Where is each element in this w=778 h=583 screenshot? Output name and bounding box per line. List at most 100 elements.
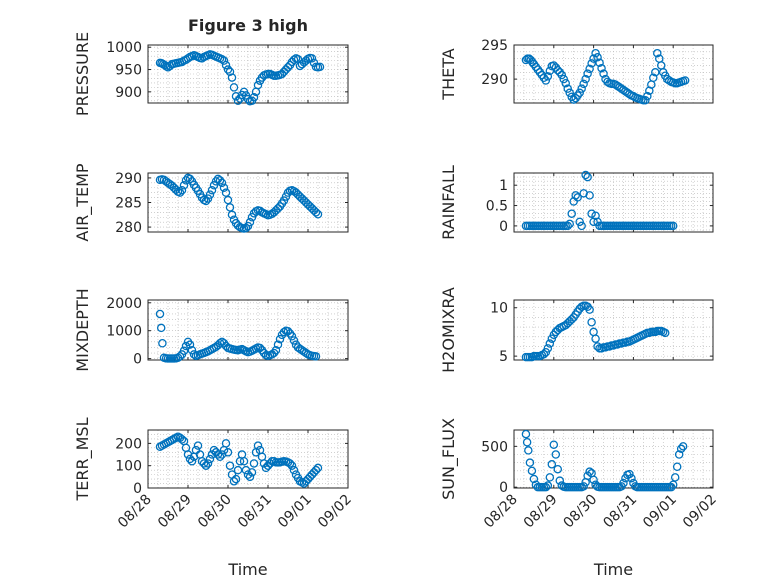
data-point bbox=[217, 178, 227, 188]
figure-title: Figure 3 high bbox=[188, 16, 308, 35]
data-point bbox=[201, 196, 211, 206]
data-point bbox=[313, 463, 323, 473]
x-tick-label: 08/28 bbox=[481, 492, 521, 532]
data-point bbox=[207, 185, 217, 195]
panel-sun-flux: 08/28 08/29 08/30 08/31 09/01 09/02 0 500 SUN_FL… bbox=[439, 418, 720, 579]
x-tick-label: 08/30 bbox=[561, 492, 601, 532]
data-point bbox=[539, 349, 549, 359]
y-tick-label: 280 bbox=[115, 220, 142, 236]
data-point bbox=[241, 223, 251, 233]
data-point bbox=[641, 96, 650, 105]
data-point bbox=[217, 55, 227, 64]
data-point bbox=[223, 65, 233, 74]
data-point bbox=[680, 76, 690, 85]
rainfall-grid bbox=[513, 172, 714, 232]
data-point bbox=[668, 221, 678, 231]
data-point bbox=[571, 191, 580, 200]
data-point bbox=[577, 221, 586, 231]
terr-msl-xlabel: Time bbox=[227, 560, 267, 579]
data-point bbox=[211, 177, 221, 186]
panel-h2omixra: 5 10 H2OMIXRA bbox=[439, 287, 714, 373]
data-point bbox=[245, 217, 255, 227]
data-point bbox=[253, 441, 263, 450]
x-tick-label: 09/01 bbox=[640, 492, 680, 532]
data-point bbox=[581, 74, 590, 84]
data-point bbox=[223, 448, 233, 457]
data-point bbox=[666, 482, 676, 492]
y-tick-label: 290 bbox=[115, 171, 142, 187]
data-point bbox=[585, 305, 594, 314]
data-point bbox=[579, 79, 588, 89]
data-point bbox=[593, 53, 602, 62]
x-tick-label: 08/29 bbox=[521, 492, 561, 532]
data-point bbox=[223, 195, 233, 205]
data-point bbox=[579, 189, 588, 198]
data-point bbox=[229, 83, 239, 92]
data-point bbox=[185, 340, 195, 349]
data-point bbox=[565, 88, 574, 98]
pressure-ylabel: PRESSURE bbox=[73, 32, 92, 116]
terr-msl-ylabel: TERR_MSL bbox=[73, 417, 93, 501]
data-point bbox=[287, 332, 297, 341]
data-point bbox=[551, 450, 561, 459]
panel-rainfall: 0 0.5 1 RAINFALL bbox=[439, 165, 714, 240]
data-point bbox=[215, 452, 225, 462]
data-point bbox=[187, 345, 197, 355]
data-point bbox=[559, 74, 569, 84]
data-point bbox=[651, 68, 660, 77]
data-point bbox=[591, 48, 600, 58]
x-tick-label: 08/31 bbox=[235, 492, 275, 532]
data-point bbox=[653, 48, 662, 58]
data-point bbox=[245, 472, 255, 482]
pressure-grid bbox=[147, 45, 349, 103]
data-point bbox=[597, 63, 606, 73]
data-point bbox=[557, 481, 567, 490]
mixdepth-grid bbox=[147, 300, 349, 360]
y-tick-label: 0.5 bbox=[486, 199, 508, 215]
data-point bbox=[287, 461, 297, 470]
data-point bbox=[239, 456, 249, 466]
data-point bbox=[524, 446, 533, 455]
y-tick-label: 950 bbox=[115, 63, 142, 79]
data-point bbox=[627, 473, 636, 483]
data-point bbox=[158, 339, 167, 348]
data-point bbox=[565, 219, 574, 229]
data-point bbox=[215, 176, 225, 185]
data-point bbox=[541, 482, 551, 492]
y-tick-label: 200 bbox=[115, 436, 142, 452]
data-point bbox=[587, 318, 596, 327]
data-point bbox=[221, 188, 231, 197]
data-point bbox=[585, 467, 594, 476]
y-tick-label: 0 bbox=[133, 481, 142, 497]
panel-theta: 290 295 THETA bbox=[439, 38, 714, 105]
sun-flux-ylabel: SUN_FLUX bbox=[439, 418, 459, 500]
data-point bbox=[279, 327, 289, 337]
data-point bbox=[249, 92, 259, 102]
data-point bbox=[219, 183, 229, 192]
panel-air-temp: 280 285 290 AIR_TEMP bbox=[73, 163, 349, 242]
data-point bbox=[199, 459, 209, 468]
y-tick-label: 285 bbox=[115, 196, 142, 212]
data-point bbox=[175, 352, 185, 361]
data-point bbox=[229, 477, 239, 486]
data-point bbox=[579, 482, 588, 491]
y-tick-label: 2000 bbox=[106, 296, 142, 312]
panel-terr-msl: 08/28 08/29 08/30 08/31 09/01 09/02 0 100 200 TER… bbox=[73, 417, 355, 579]
data-point bbox=[283, 63, 293, 72]
y-tick-label: 0 bbox=[499, 219, 508, 235]
data-point bbox=[289, 336, 299, 345]
data-point bbox=[563, 84, 572, 93]
data-point bbox=[678, 442, 688, 451]
data-point bbox=[187, 456, 197, 466]
mixdepth-axes-frame bbox=[147, 299, 349, 361]
data-point bbox=[557, 70, 567, 80]
data-point bbox=[233, 465, 243, 475]
y-tick-label: 295 bbox=[481, 38, 508, 54]
data-point bbox=[193, 441, 203, 450]
data-point bbox=[595, 58, 604, 67]
data-point bbox=[643, 91, 652, 101]
h2omixra-ylabel: H2OMIXRA bbox=[439, 287, 458, 373]
data-point bbox=[583, 172, 592, 182]
data-point bbox=[583, 69, 592, 78]
